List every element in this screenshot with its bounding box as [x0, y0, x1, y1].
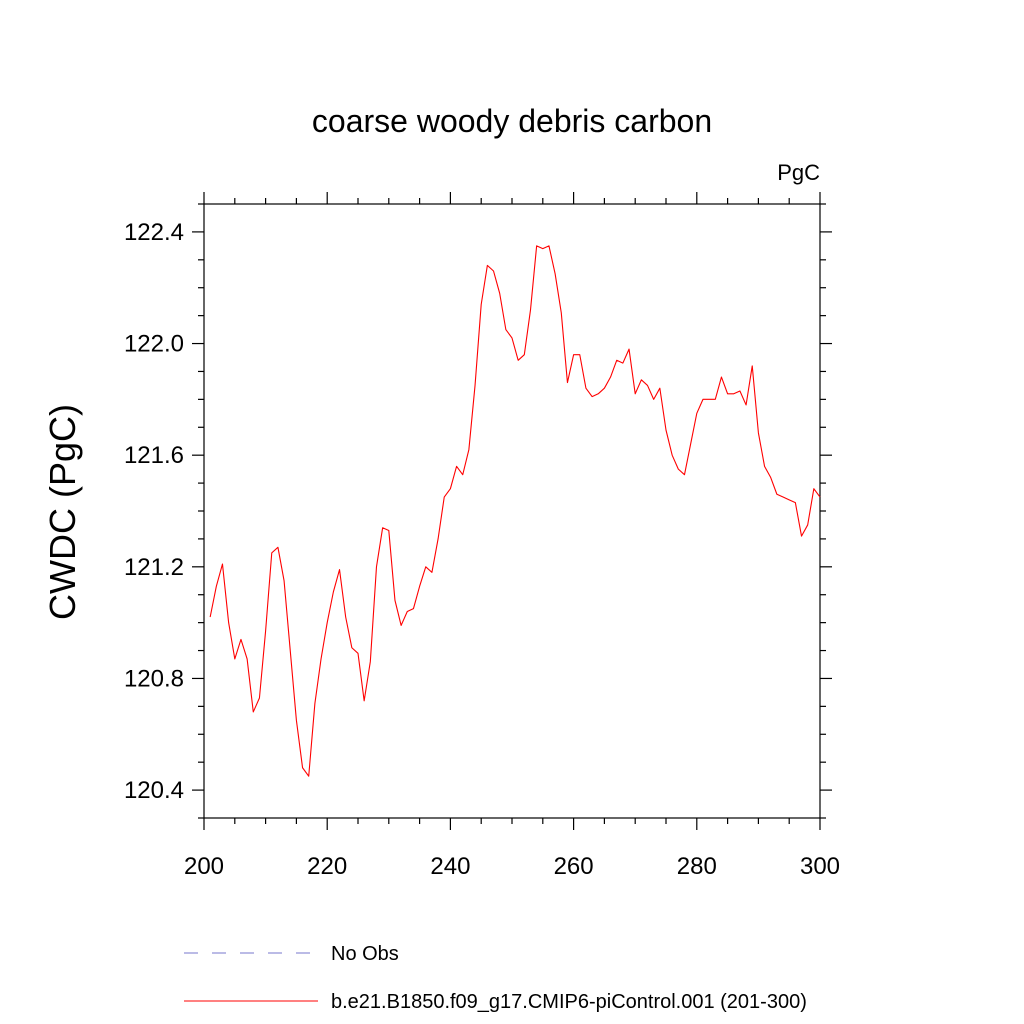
y-axis-label: CWDC (PgC) — [42, 404, 83, 620]
major-ticks — [192, 192, 832, 830]
x-tick-label: 300 — [800, 853, 840, 880]
x-tick-label: 220 — [307, 853, 347, 880]
legend: No Obs b.e21.B1850.f09_g17.CMIP6-piContr… — [184, 943, 807, 1013]
legend-label-model: b.e21.B1850.f09_g17.CMIP6-piControl.001 … — [331, 991, 807, 1013]
y-tick-label: 122.0 — [124, 331, 184, 358]
minor-ticks — [198, 198, 826, 824]
series-line-model — [209, 245, 821, 777]
x-tick-label: 240 — [430, 853, 470, 880]
plot-frame — [203, 203, 821, 819]
x-tick-label: 200 — [184, 853, 224, 880]
y-tick-label: 121.6 — [124, 442, 184, 469]
series-layer — [209, 245, 821, 777]
y-tick-label: 120.4 — [124, 777, 184, 804]
chart-title: coarse woody debris carbon — [312, 103, 712, 139]
legend-label-no-obs: No Obs — [331, 943, 399, 965]
y-tick-label: 120.8 — [124, 665, 184, 692]
y-tick-label: 121.2 — [124, 554, 184, 581]
y-tick-labels: 122.4 122.0 121.6 121.2 120.8 120.4 — [124, 219, 184, 804]
x-tick-labels: 200 220 240 260 280 300 — [184, 853, 840, 880]
x-tick-label: 280 — [677, 853, 717, 880]
chart-units: PgC — [777, 160, 820, 185]
y-tick-label: 122.4 — [124, 219, 184, 246]
x-tick-label: 260 — [554, 853, 594, 880]
